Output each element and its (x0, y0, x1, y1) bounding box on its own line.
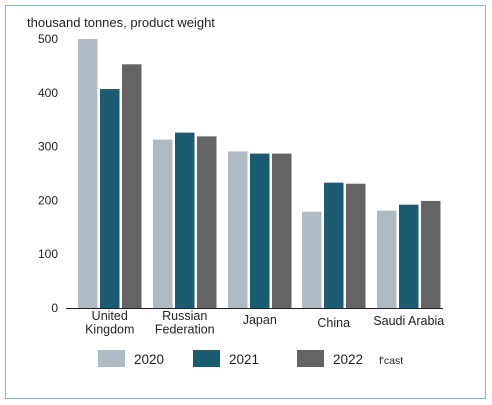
category-label: Russian (162, 309, 207, 323)
category-label: Saudi Arabia (373, 314, 444, 328)
bar-2020 (78, 39, 98, 308)
bars (78, 39, 441, 308)
bar-2021 (100, 89, 120, 308)
bar-2022 (272, 153, 292, 308)
y-tick-label: 400 (38, 86, 58, 100)
y-axis-label: thousand tonnes, product weight (27, 15, 215, 30)
category-label: Kingdom (85, 323, 134, 337)
bar-2020 (302, 211, 322, 308)
legend-label: 2022 (333, 352, 363, 367)
y-tick-label: 300 (38, 140, 58, 154)
y-tick-label: 100 (38, 247, 58, 261)
bar-2020 (377, 210, 397, 308)
bar-2021 (399, 204, 419, 308)
bar-2021 (175, 132, 195, 308)
legend-suffix: f'cast (379, 355, 403, 367)
bar-2020 (228, 151, 248, 308)
category-label: Federation (155, 323, 215, 337)
category-label: Japan (243, 313, 277, 327)
legend-swatch (193, 350, 220, 367)
chart-frame (5, 5, 486, 399)
y-tick-label: 0 (51, 301, 58, 315)
bar-2022 (122, 64, 142, 308)
bar-2020 (153, 139, 173, 308)
y-tick-label: 200 (38, 193, 58, 207)
category-label: United (92, 309, 128, 323)
y-axis-ticks: 0 100 200 300 400 500 (38, 32, 58, 315)
category-label: China (317, 316, 350, 330)
legend-label: 2021 (229, 352, 259, 367)
legend-swatch (297, 350, 324, 367)
bar-2022 (346, 183, 366, 308)
legend: 2020 2021 2022 f'cast (98, 350, 403, 367)
bar-2022 (421, 200, 441, 308)
y-tick-label: 500 (38, 32, 58, 46)
legend-label: 2020 (134, 352, 164, 367)
legend-swatch (98, 350, 125, 367)
bar-2021 (324, 182, 344, 308)
bar-2022 (197, 136, 217, 308)
bar-2021 (250, 153, 270, 308)
